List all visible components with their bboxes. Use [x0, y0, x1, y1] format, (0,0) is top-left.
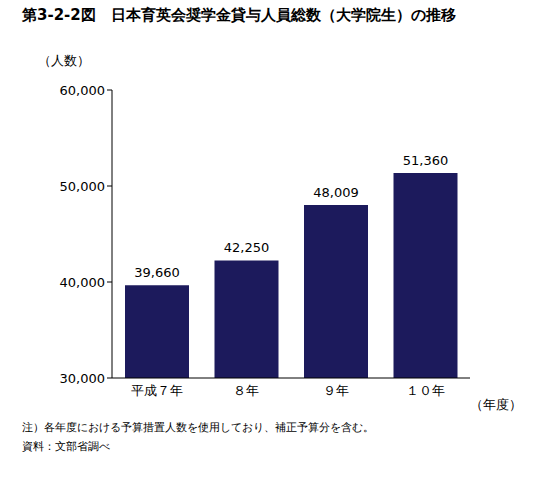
svg-text:51,360: 51,360 — [403, 153, 449, 168]
html-text:注）各年度における予算措置人数を使用しており、補正予算分を含: 注）各年度における予算措置人数を使用しており、補正予算分を含む。 — [22, 421, 374, 434]
svg-text:42,250: 42,250 — [224, 240, 270, 255]
html-text:（年度）: （年度） — [470, 397, 522, 412]
svg-text:60,000: 60,000 — [60, 83, 106, 98]
svg-text:９年: ９年 — [323, 383, 349, 398]
svg-text:30,000: 30,000 — [60, 371, 106, 386]
svg-text:50,000: 50,000 — [60, 179, 106, 194]
svg-text:39,660: 39,660 — [134, 265, 180, 280]
html-text:資料：文部省調べ: 資料：文部省調べ — [22, 440, 110, 453]
svg-text:平成７年: 平成７年 — [131, 383, 183, 398]
svg-text:８年: ８年 — [233, 383, 259, 398]
html-text:第3-2-2図 日本育英会奨学金貸与人員総数（大学院生）の推: 第3-2-2図 日本育英会奨学金貸与人員総数（大学院生）の推移 — [22, 6, 456, 24]
html-text:（人数）: （人数） — [38, 53, 90, 68]
svg-text:48,009: 48,009 — [313, 185, 359, 200]
svg-text:１０年: １０年 — [406, 383, 445, 398]
svg-text:40,000: 40,000 — [60, 275, 106, 290]
